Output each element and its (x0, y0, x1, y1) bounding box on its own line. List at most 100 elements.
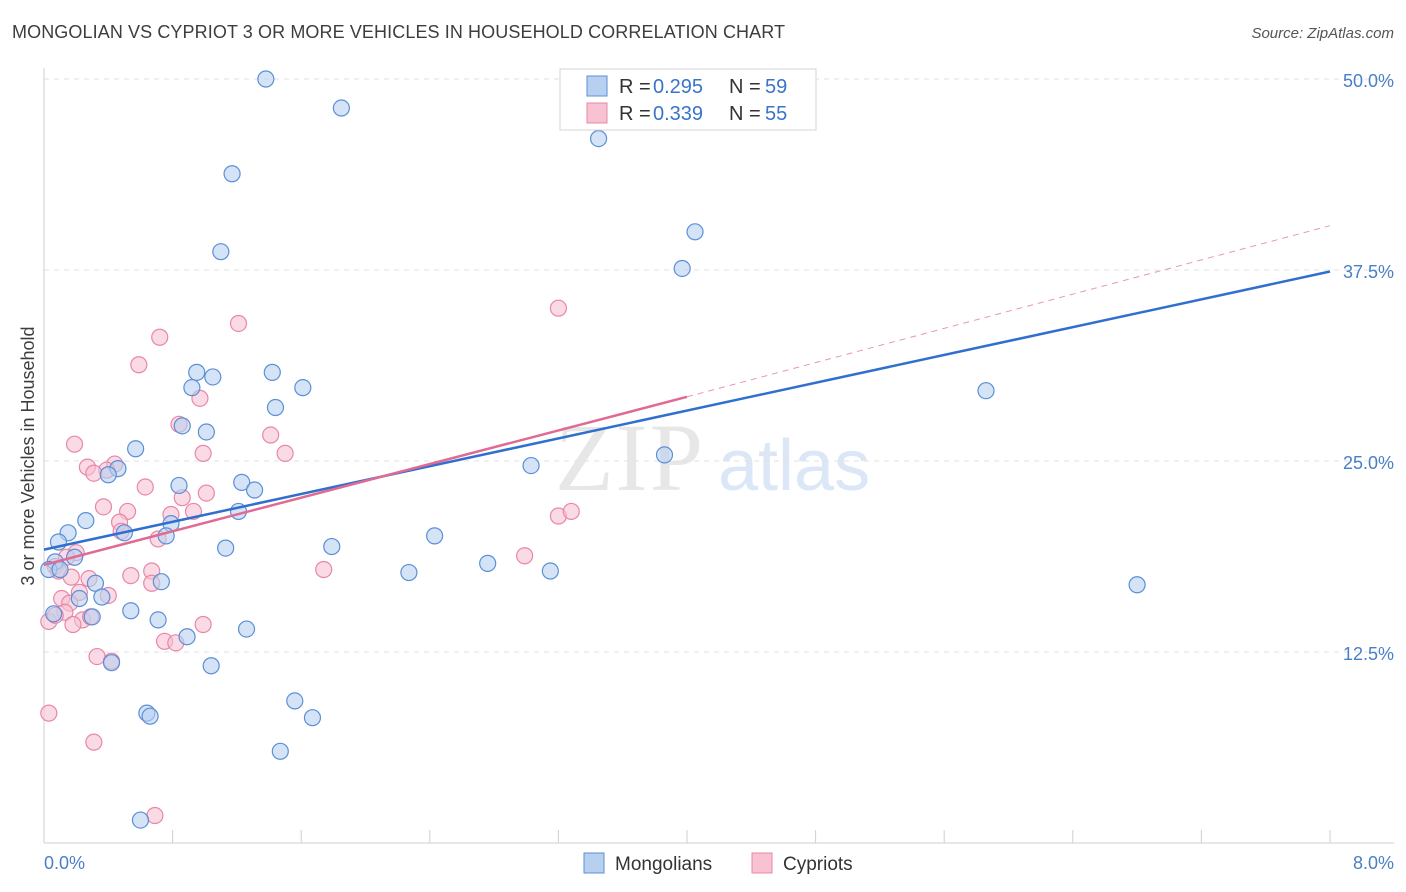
trend-lines (43, 225, 1331, 567)
mongolian-point (131, 811, 150, 829)
cypriot-point (197, 484, 215, 502)
mongolian-point (122, 602, 140, 620)
mongolian-point (93, 588, 111, 606)
x-axis-ticks (172, 830, 1331, 843)
mongolian-point (45, 605, 63, 623)
mongolian-point (673, 259, 691, 278)
mongolian-point (170, 476, 188, 495)
mongolian-point (149, 611, 167, 629)
mongolian-point (141, 707, 159, 725)
mongolian-point (173, 417, 191, 435)
mongolian-point (197, 423, 215, 441)
cypriot-point (85, 733, 103, 751)
mongolian-point (286, 692, 304, 710)
mongolian-point (86, 574, 105, 592)
y-tick-label: 50.0% (1343, 71, 1394, 91)
legend-swatch-cypriots (586, 102, 608, 124)
mongolian-point (223, 165, 241, 183)
mongolian-point (212, 243, 230, 261)
mongolian-point (522, 456, 540, 475)
cypriot-point (146, 806, 164, 825)
cypriot-point (262, 426, 280, 444)
mongolian-point (183, 379, 201, 397)
mongolian-point (188, 363, 206, 381)
mongolians-trend-line (43, 270, 1331, 551)
gridlines (44, 78, 1394, 653)
mongolian-point (479, 554, 497, 572)
y-axis-title: 3 or more Vehicles in Household (18, 326, 38, 585)
y-tick-label: 12.5% (1343, 644, 1394, 664)
legend-n-label-mongolians: N = (729, 76, 761, 98)
mongolian-point (102, 654, 121, 672)
mongolian-point (127, 440, 145, 458)
x-tick-label-max: 8.0% (1353, 853, 1394, 873)
mongolian-point (99, 466, 117, 484)
cypriot-point (136, 478, 154, 496)
y-tick-labels: 12.5% 25.0% 37.5% 50.0% (1343, 71, 1394, 664)
legend-r-value-mongolians: 0.295 (653, 76, 703, 98)
mongolian-point (655, 446, 674, 464)
mongolian-point (178, 628, 196, 646)
cypriot-point (151, 328, 169, 346)
mongolian-point (589, 129, 608, 148)
mongolian-point (77, 511, 95, 530)
legend-n-label-cypriots: N = (729, 103, 761, 125)
cypriot-point (40, 704, 58, 722)
bottom-legend-label-mongolians: Mongolians (615, 854, 712, 875)
mongolian-point (977, 382, 995, 400)
mongolian-point (426, 527, 444, 545)
mongolian-point (202, 657, 220, 675)
mongolian-point (400, 563, 418, 582)
bottom-legend-label-cypriots: Cypriots (783, 854, 853, 875)
watermark-zip: ZIP (555, 404, 705, 511)
legend-n-value-cypriots: 55 (765, 103, 787, 125)
mongolian-point (217, 539, 235, 557)
mongolian-point (204, 368, 222, 386)
mongolian-point (83, 608, 101, 626)
mongolian-point (51, 560, 69, 579)
mongolian-point (233, 473, 251, 491)
cypriots-points (40, 299, 580, 825)
cypriot-point (194, 615, 212, 634)
cypriot-point (315, 560, 333, 579)
bottom-legend-swatch-mongolians (583, 852, 605, 874)
watermark-atlas: atlas (718, 426, 870, 506)
y-tick-label: 25.0% (1343, 453, 1394, 473)
mongolian-point (152, 573, 170, 591)
legend-r-value-cypriots: 0.339 (653, 103, 703, 125)
mongolian-point (541, 562, 559, 580)
mongolian-point (237, 620, 256, 638)
x-tick-label-min: 0.0% (44, 853, 85, 873)
cypriot-point (276, 444, 294, 462)
chart-title: MONGOLIAN VS CYPRIOT 3 OR MORE VEHICLES … (12, 22, 786, 42)
legend-swatch-mongolians (586, 75, 608, 97)
mongolian-point (271, 742, 289, 760)
legend-n-value-mongolians: 59 (765, 76, 787, 98)
cypriot-point (549, 299, 568, 317)
cypriot-point (122, 566, 140, 585)
mongolian-point (266, 398, 285, 417)
mongolian-point (70, 589, 88, 608)
mongolian-point (323, 537, 341, 556)
cypriot-point (194, 444, 212, 462)
cypriot-point (94, 498, 113, 516)
cypriot-point (229, 314, 248, 333)
mongolian-point (294, 379, 312, 397)
mongolian-point (332, 99, 350, 117)
legend-r-label-mongolians: R = (619, 76, 651, 98)
mongolian-point (686, 223, 704, 241)
mongolian-point (263, 363, 281, 381)
mongolian-point (1128, 576, 1146, 594)
cypriot-point (65, 435, 84, 453)
mongolian-point (257, 70, 275, 88)
cypriots-trend-extension (686, 225, 1331, 398)
series-legend: Mongolians Cypriots (583, 852, 853, 875)
cypriot-point (88, 647, 106, 666)
chart-source: Source: ZipAtlas.com (1251, 25, 1394, 42)
cypriots-trend-line (43, 395, 688, 567)
mongolian-point (245, 481, 264, 499)
mongolian-point (303, 709, 322, 727)
cypriot-point (85, 464, 103, 482)
cypriot-point (64, 615, 82, 634)
